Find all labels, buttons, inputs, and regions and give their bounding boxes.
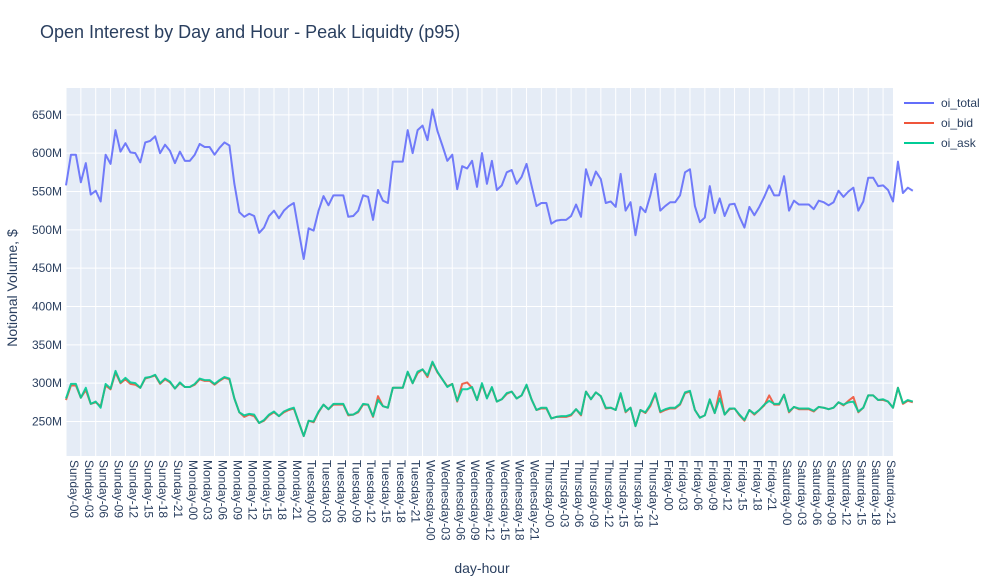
x-tick-label: Tuesday-00 — [305, 460, 319, 523]
x-tick-label: Friday-12 — [721, 460, 735, 511]
chart-title: Open Interest by Day and Hour - Peak Liq… — [40, 22, 460, 42]
x-tick-label: Friday-21 — [765, 460, 779, 511]
x-tick-label: Tuesday-12 — [364, 460, 378, 523]
gridlines — [65, 88, 893, 456]
x-tick-label: Saturday-21 — [884, 460, 898, 526]
x-tick-label: Saturday-09 — [825, 460, 839, 526]
x-tick-label: Friday-15 — [736, 460, 750, 511]
legend-item-oi-total[interactable]: oi_total — [904, 96, 980, 110]
y-tick-label: 650M — [32, 108, 62, 122]
x-tick-label: Sunday-12 — [126, 460, 140, 518]
x-tick-label: Saturday-18 — [869, 460, 883, 526]
x-tick-label: Wednesday-09 — [468, 460, 482, 541]
legend-label: oi_bid — [941, 116, 973, 130]
x-tick-label: Saturday-12 — [840, 460, 854, 526]
x-tick-label: Saturday-15 — [854, 460, 868, 526]
series-line-oi-total — [65, 108, 914, 260]
x-tick-label: Thursday-06 — [572, 460, 586, 528]
x-tick-label: Friday-18 — [750, 460, 764, 511]
x-tick-label: Monday-21 — [290, 460, 304, 520]
x-axis-title: day-hour — [454, 560, 510, 576]
y-tick-label: 350M — [32, 338, 62, 352]
y-tick-label: 550M — [32, 185, 62, 199]
legend-label: oi_total — [941, 96, 980, 110]
y-tick-label: 450M — [32, 261, 62, 275]
x-tick-label: Monday-18 — [275, 460, 289, 520]
x-tick-label: Sunday-21 — [171, 460, 185, 518]
x-axis-ticks: Sunday-00 Sunday-03 Sunday-06 Sunday-09 Sund… — [67, 460, 898, 541]
x-tick-label: Sunday-18 — [156, 460, 170, 518]
x-tick-label: Friday-03 — [676, 460, 690, 511]
series-line-oi-ask — [65, 360, 914, 438]
x-tick-label: Wednesday-03 — [438, 460, 452, 541]
x-tick-label: Wednesday-15 — [498, 460, 512, 541]
y-axis-ticks: 250M 300M 350M 400M 450M 500M 550M 600M 650M — [32, 108, 62, 429]
legend: oi_total oi_bid oi_ask — [904, 96, 980, 150]
x-tick-label: Wednesday-00 — [424, 460, 438, 541]
y-tick-label: 400M — [32, 300, 62, 314]
x-tick-label: Tuesday-21 — [409, 460, 423, 523]
x-tick-label: Wednesday-21 — [528, 460, 542, 541]
x-tick-label: Tuesday-06 — [334, 460, 348, 523]
series-lines — [65, 108, 914, 438]
y-tick-label: 250M — [32, 415, 62, 429]
x-tick-label: Tuesday-18 — [394, 460, 408, 523]
x-tick-label: Monday-15 — [260, 460, 274, 520]
legend-item-oi-ask[interactable]: oi_ask — [904, 136, 977, 150]
x-tick-label: Wednesday-18 — [513, 460, 527, 541]
x-tick-label: Monday-00 — [186, 460, 200, 520]
x-tick-label: Monday-06 — [216, 460, 230, 520]
x-tick-label: Thursday-09 — [587, 460, 601, 528]
legend-item-oi-bid[interactable]: oi_bid — [904, 116, 973, 130]
x-tick-label: Sunday-15 — [141, 460, 155, 518]
x-tick-label: Sunday-06 — [97, 460, 111, 518]
y-axis-title: Notional Volume, $ — [4, 229, 20, 347]
x-tick-label: Sunday-00 — [67, 460, 81, 518]
x-tick-label: Thursday-00 — [542, 460, 556, 528]
x-tick-label: Monday-09 — [230, 460, 244, 520]
x-tick-label: Tuesday-09 — [349, 460, 363, 523]
x-tick-label: Sunday-03 — [82, 460, 96, 518]
x-tick-label: Friday-00 — [661, 460, 675, 511]
x-tick-label: Friday-06 — [691, 460, 705, 511]
x-tick-label: Wednesday-06 — [453, 460, 467, 541]
x-tick-label: Friday-09 — [706, 460, 720, 511]
x-tick-label: Tuesday-15 — [379, 460, 393, 523]
x-tick-label: Monday-12 — [245, 460, 259, 520]
x-tick-label: Thursday-18 — [632, 460, 646, 528]
x-tick-label: Thursday-21 — [646, 460, 660, 528]
x-tick-label: Thursday-15 — [617, 460, 631, 528]
legend-label: oi_ask — [941, 136, 977, 150]
x-tick-label: Saturday-00 — [780, 460, 794, 526]
x-tick-label: Wednesday-12 — [483, 460, 497, 541]
y-tick-label: 600M — [32, 146, 62, 160]
x-tick-label: Saturday-03 — [795, 460, 809, 526]
x-tick-label: Thursday-03 — [557, 460, 571, 528]
x-tick-label: Sunday-09 — [112, 460, 126, 518]
y-tick-label: 500M — [32, 223, 62, 237]
x-tick-label: Tuesday-03 — [320, 460, 334, 523]
x-tick-label: Monday-03 — [201, 460, 215, 520]
x-tick-label: Thursday-12 — [602, 460, 616, 528]
x-tick-label: Saturday-06 — [810, 460, 824, 526]
y-tick-label: 300M — [32, 376, 62, 390]
